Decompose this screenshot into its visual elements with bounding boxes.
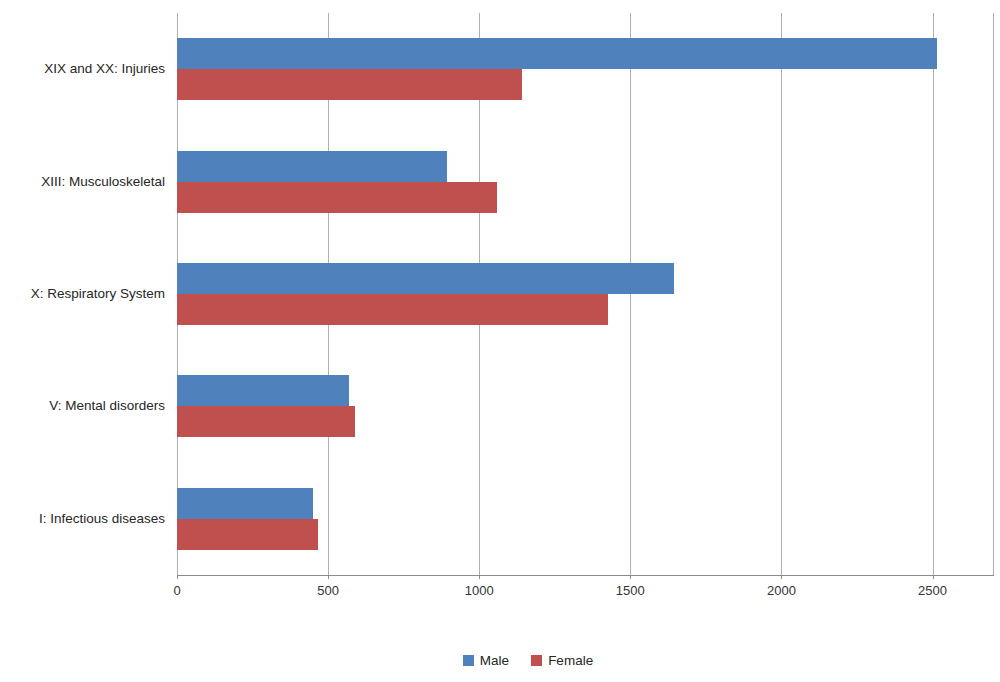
bar-male-3 [177,375,349,406]
legend: Male Female [0,653,1000,668]
gridline [630,13,631,575]
bar-female-3 [177,406,355,437]
x-tick-label: 2500 [918,583,947,598]
female-series-swatch-icon [531,655,542,666]
x-tick-label: 1000 [465,583,494,598]
male-series-swatch-icon [463,655,474,666]
bar-male-2 [177,263,674,294]
bar-female-2 [177,294,608,325]
category-label: XIII: Musculoskeletal [0,173,165,191]
bar-female-0 [177,69,522,100]
legend-label-male: Male [480,653,509,668]
bar-female-1 [177,182,497,213]
x-tick-label: 1500 [616,583,645,598]
x-axis-line [177,575,994,576]
bar-male-0 [177,38,937,69]
category-label: I: Infectious diseases [0,510,165,528]
gridline [993,13,994,575]
gridline [933,13,934,575]
legend-label-female: Female [548,653,593,668]
category-label: X: Respiratory System [0,285,165,303]
bar-chart: XIX and XX: Injuries XIII: Musculoskeleta… [0,0,1000,682]
legend-item-female: Female [531,653,593,668]
x-tick-label: 500 [317,583,339,598]
gridline [781,13,782,575]
bar-male-1 [177,151,447,182]
legend-item-male: Male [463,653,509,668]
x-tick-label: 2000 [767,583,796,598]
category-label: XIX and XX: Injuries [0,60,165,78]
x-tick-label: 0 [173,583,180,598]
bar-male-4 [177,488,313,519]
category-label: V: Mental disorders [0,397,165,415]
bar-female-4 [177,519,318,550]
